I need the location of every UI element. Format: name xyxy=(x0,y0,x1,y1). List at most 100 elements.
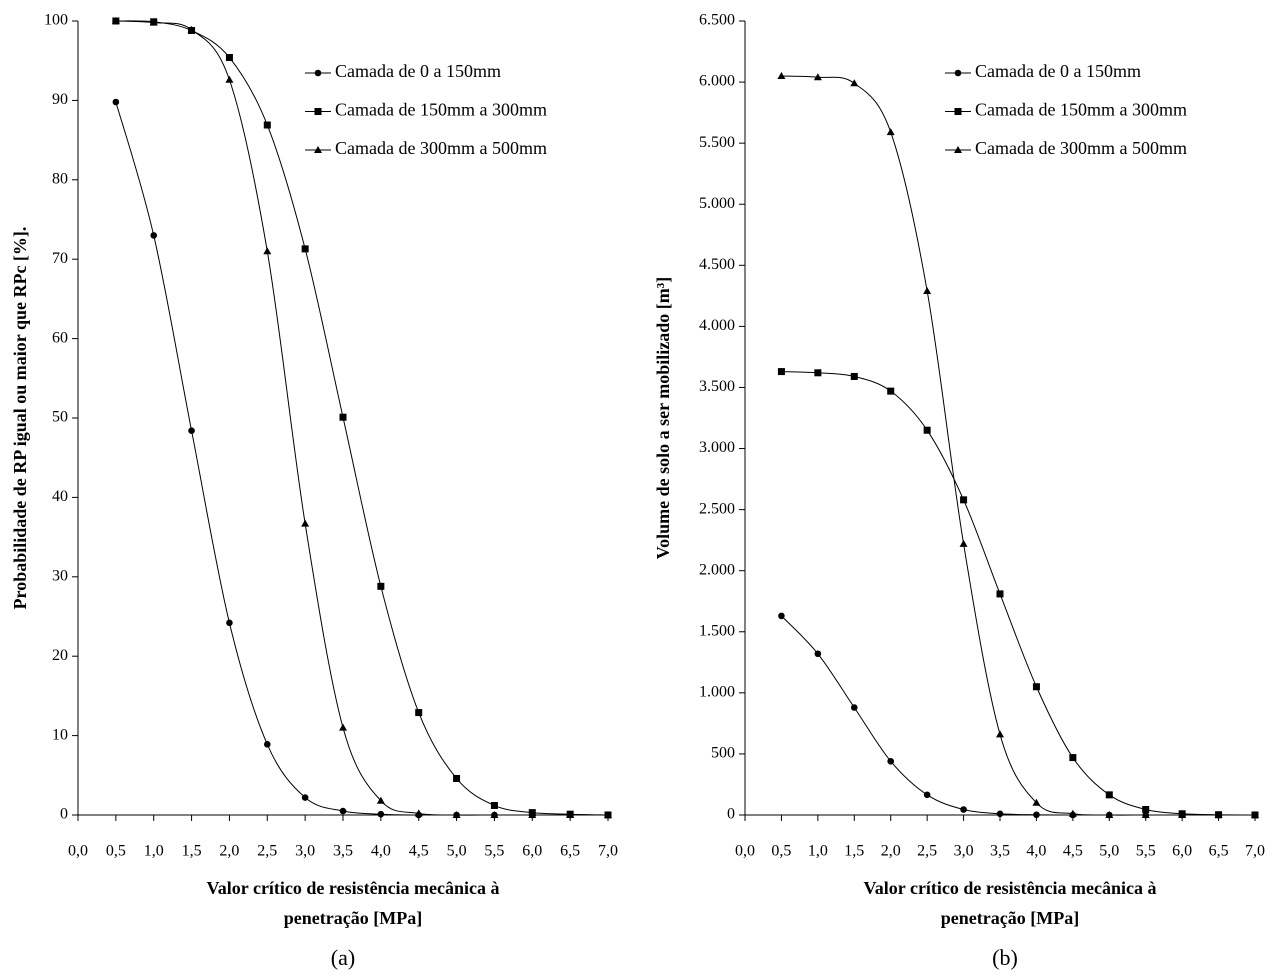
y-tick-label: 80 xyxy=(52,170,68,187)
legend-label: Camada de 0 a 150mm xyxy=(335,61,501,81)
marker xyxy=(887,387,895,395)
marker xyxy=(415,709,423,717)
x-tick-label: 0,0 xyxy=(68,843,88,860)
marker xyxy=(452,811,461,818)
marker xyxy=(814,650,822,658)
x-axis-title: Valor crítico de resistência mecânica à xyxy=(206,878,499,898)
series-line xyxy=(115,20,608,816)
marker xyxy=(886,128,895,136)
x-tick-label: 5,5 xyxy=(1136,843,1156,860)
legend-marker xyxy=(314,108,322,115)
marker xyxy=(1068,809,1077,817)
x-tick-label: 2,5 xyxy=(917,843,937,860)
marker xyxy=(1178,811,1187,818)
legend-label: Camada de 300mm a 500mm xyxy=(335,138,547,158)
marker xyxy=(377,582,385,590)
y-tick-label: 2.000 xyxy=(699,561,735,578)
x-tick-label: 0,0 xyxy=(735,843,755,860)
x-axis-title: Valor crítico de resistência mecânica à xyxy=(863,878,1156,898)
y-tick-label: 90 xyxy=(52,91,68,108)
marker xyxy=(887,757,895,765)
marker xyxy=(850,372,858,380)
series-line xyxy=(781,615,1255,816)
y-tick-label: 70 xyxy=(52,250,68,267)
marker xyxy=(996,590,1004,598)
marker xyxy=(604,811,612,818)
legend-marker xyxy=(954,108,962,115)
marker xyxy=(778,612,785,620)
marker xyxy=(301,794,309,801)
x-tick-label: 1,5 xyxy=(844,843,864,860)
marker xyxy=(1069,754,1077,762)
y-tick-label: 50 xyxy=(52,409,68,426)
marker xyxy=(923,791,931,799)
marker xyxy=(850,79,859,87)
marker xyxy=(490,801,498,809)
y-tick-label: 5.000 xyxy=(699,195,735,212)
marker xyxy=(149,18,158,26)
x-tick-label: 3,5 xyxy=(333,843,353,860)
marker xyxy=(301,245,309,253)
y-tick-label: 10 xyxy=(52,726,68,743)
marker xyxy=(225,54,233,62)
x-tick-label: 6,5 xyxy=(560,843,580,860)
marker xyxy=(960,496,968,504)
series-line xyxy=(115,101,608,816)
y-tick-label: 6.500 xyxy=(699,12,735,29)
marker xyxy=(111,17,120,24)
y-tick-label: 2.500 xyxy=(699,500,735,517)
y-tick-label: 30 xyxy=(52,567,68,584)
series-line xyxy=(115,20,609,816)
y-tick-label: 500 xyxy=(711,745,735,762)
x-tick-label: 5,0 xyxy=(1099,843,1119,860)
marker xyxy=(377,810,385,818)
marker xyxy=(1105,791,1113,799)
x-tick-label: 3,5 xyxy=(990,843,1010,860)
x-tick-label: 6,5 xyxy=(1209,843,1229,860)
y-tick-label: 0 xyxy=(727,806,735,823)
x-axis-title: penetração [MPa] xyxy=(284,908,422,928)
x-tick-label: 2,0 xyxy=(881,843,901,860)
marker xyxy=(187,25,196,33)
marker xyxy=(112,98,120,106)
x-tick-label: 4,5 xyxy=(409,843,429,860)
marker xyxy=(150,232,158,239)
legend-marker xyxy=(314,146,322,153)
x-tick-label: 0,5 xyxy=(106,843,126,860)
marker xyxy=(960,806,967,813)
x-tick-label: 3,0 xyxy=(295,843,315,860)
marker xyxy=(777,368,785,376)
x-tick-label: 7,0 xyxy=(598,843,618,860)
y-tick-label: 60 xyxy=(52,329,68,346)
y-axis-title: Volume de solo a ser mobilizado [m³] xyxy=(653,277,673,559)
x-tick-label: 0,5 xyxy=(771,843,791,860)
x-tick-label: 1,0 xyxy=(144,843,164,860)
y-tick-label: 4.000 xyxy=(699,317,735,334)
x-tick-label: 6,0 xyxy=(522,843,542,860)
y-tick-label: 1.000 xyxy=(699,684,735,701)
y-tick-label: 6.000 xyxy=(699,73,735,90)
marker xyxy=(1032,683,1040,691)
y-tick-label: 0 xyxy=(60,806,68,823)
marker xyxy=(1032,798,1041,806)
x-axis-title: penetração [MPa] xyxy=(941,908,1079,928)
marker xyxy=(188,427,195,435)
marker xyxy=(814,369,822,377)
legend-marker xyxy=(954,69,962,77)
marker xyxy=(1141,811,1150,818)
x-tick-label: 7,0 xyxy=(1245,843,1265,860)
marker xyxy=(301,519,310,527)
legend-label: Camada de 150mm a 300mm xyxy=(335,100,547,120)
legend-label: Camada de 300mm a 500mm xyxy=(975,138,1187,158)
legend-marker xyxy=(314,69,322,77)
marker xyxy=(566,811,575,818)
x-tick-label: 4,0 xyxy=(1026,843,1046,860)
marker xyxy=(414,809,423,817)
y-tick-label: 3.500 xyxy=(699,378,735,395)
marker xyxy=(528,811,537,818)
x-tick-label: 4,5 xyxy=(1063,843,1083,860)
y-tick-label: 1.500 xyxy=(699,622,735,639)
legend-marker xyxy=(954,146,962,153)
marker xyxy=(1251,811,1259,818)
subplot-label: (a) xyxy=(331,945,355,970)
